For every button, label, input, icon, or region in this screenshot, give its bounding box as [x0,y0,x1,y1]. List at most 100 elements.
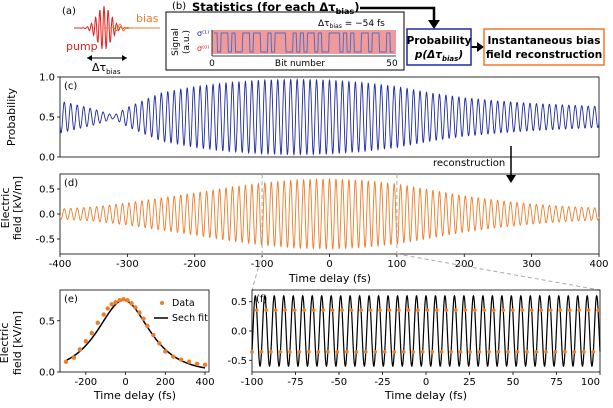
panel-f-xtick-label: 75 [550,377,563,388]
zoom-data-point [501,308,506,312]
panel-c-label: (c) [64,81,77,92]
data-point [113,300,118,305]
data-point [105,306,110,311]
panel-f-xtick-label: -25 [374,377,390,388]
data-point [186,359,192,364]
signal-ylabel-1: Signal [171,28,181,56]
panel-e-xtick-label: -200 [74,377,97,388]
panel-d-xtick-label: 100 [387,259,406,270]
zoom-data-point [368,308,373,312]
zoom-data-point [250,350,254,354]
zoom-data-point [525,350,529,354]
panel-f-xlabel: Time delay (fs) [384,389,467,402]
panel-e-ytick-label: 0.0 [39,368,55,379]
panel-f-xtick-label: -100 [241,377,264,388]
panel-f-xtick-label: 100 [581,377,600,388]
zoom-data-point [340,308,344,312]
panel-e-xtick-label: 400 [195,377,214,388]
data-point [101,312,106,317]
panel-d-xtick-label: 400 [589,259,608,270]
zoom-data-point [373,350,378,354]
signal-ylabel-2: (a.u.) [182,30,192,54]
panel-d-ytick-label: 0.5 [39,185,55,196]
panel-c-ytick-label: 0.0 [39,153,55,164]
panel-f-xtick-label: 25 [463,377,476,388]
bias-label: bias [136,12,159,25]
panel-b: (b) Statistics (for each Δτbias) Signal … [165,0,405,71]
probability-box-line1: Probability [407,35,472,47]
zoom-data-point [283,308,287,312]
zoom-data-point [354,350,359,354]
panel-c-frame [59,76,600,158]
reconstruction-box-line2: field reconstruction [486,49,602,61]
zoom-data-point [553,350,558,354]
panel-e-xtick-label: 200 [156,377,175,388]
zoom-data-point [292,308,297,312]
zoom-data-point [444,308,449,312]
zoom-data-point [482,308,487,312]
prob-to-recon-arrowhead [477,42,484,52]
panel-e-ylabel-1: Electric [0,323,11,364]
panel-f-label: (f) [256,294,267,305]
panel-f-ytick-label: -0.5 [227,356,247,367]
legend-data-label: Data [172,298,195,309]
zoom-data-point [345,350,349,354]
panel-e-data-points [63,297,208,368]
flow-arrows [360,6,484,52]
panel-c-ylabel: Probability [5,87,18,146]
zoom-data-point [326,350,330,354]
panel-e-ytick-label: 0.5 [39,316,55,327]
zoom-data-point [558,308,562,312]
bias-pulse [104,23,160,32]
panel-e-frame [59,289,210,373]
panel-c-ytick-label: 1.0 [39,73,55,84]
data-point [145,323,150,329]
panel-d-xtick-label: -300 [116,259,139,270]
zoom-data-point [435,308,439,312]
legend-fit-label: Sech fit [172,313,208,324]
zoom-data-point [321,308,325,312]
data-point [121,297,126,302]
zoom-data-point [378,308,382,312]
panel-f-xtick-label: -75 [287,377,303,388]
zoom-data-point [515,350,520,354]
zoom-data-point [454,308,458,312]
zoom-data-point [363,350,368,354]
panel-f-zoom-chart: (f) -0.5 0.0 0.5 -100 -75 -50 -25 0 25 50 75 100 Ti… [227,289,601,402]
panel-e-ticks: 0.0 0.5 -200 0 200 400 [39,316,214,388]
zoom-data-point [520,308,525,312]
data-point [202,362,208,368]
panel-e-legend: Data Sech fit [154,298,208,324]
panel-e-envelope-chart: (e) 0.0 0.5 -200 0 200 400 Time delay (fs) Da… [39,289,215,402]
data-point [83,339,89,344]
panel-f-xtick-label: 0 [423,377,429,388]
delay-label: Δτbias [92,61,121,76]
panel-d-xtick-label: -200 [183,259,206,270]
probability-box-line2: p(Δτbias) [414,49,463,63]
panel-a: (a) pump bias Δτbias [62,5,160,76]
reconstruction-box-line1: Instantaneous bias [488,35,601,47]
legend-data-marker [160,301,164,305]
zoom-data-point [273,308,278,312]
zoom-data-point [330,308,335,312]
probability-box: Probability p(Δτbias) [406,28,472,66]
zoom-data-point [387,308,392,312]
zoom-data-point [563,350,567,354]
zoom-data-point [492,308,496,312]
zoom-data-point [420,350,425,354]
reconstruction-arrowhead [506,175,516,183]
zoom-data-point [278,350,283,354]
sigma1-label: σ⁽¹⁾ [197,29,209,38]
zoom-right-guide [396,253,601,291]
panel-d-xtick-label: 200 [455,259,474,270]
bit-axis-min: 0 [209,59,215,69]
zoom-data-point [307,350,311,354]
zoom-data-point [425,308,430,312]
pump-pulse [74,5,134,49]
bit-trace [214,32,394,53]
zoom-data-point [477,350,482,354]
data-point [151,332,156,338]
zoom-data-point [349,308,354,312]
panel-d-xtick-label: 300 [522,259,541,270]
sech-fit-line [65,299,206,369]
